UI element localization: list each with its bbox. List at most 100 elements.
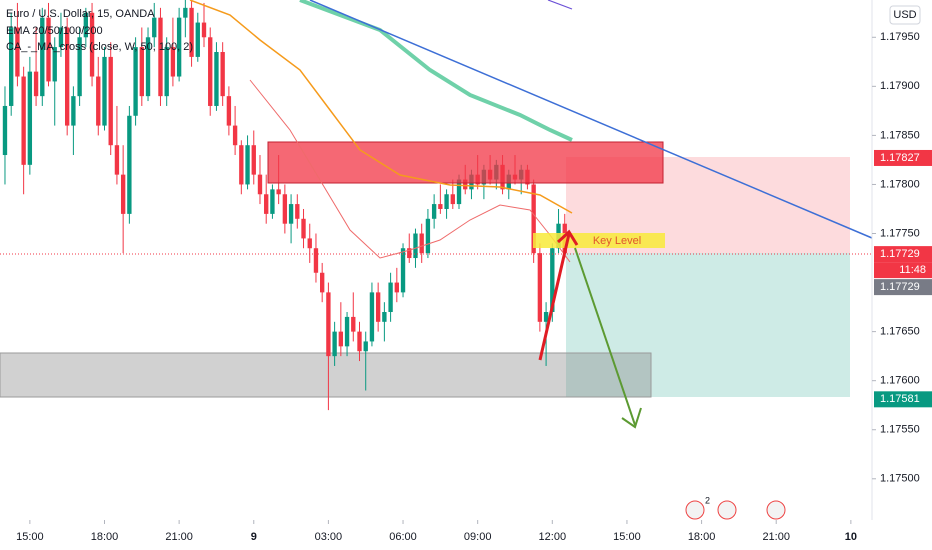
candle-body (338, 331, 344, 347)
candle-body (351, 316, 356, 332)
candle-body (232, 125, 238, 146)
candle-body (382, 312, 387, 322)
price-badge-label: 1.17827 (880, 152, 920, 164)
currency-button[interactable] (889, 5, 921, 25)
candle-body (71, 96, 76, 126)
y-tick-label: 1.17650 (880, 326, 920, 338)
candle-body (400, 248, 406, 293)
event-badge: 2 (705, 495, 710, 505)
annotation: Key Level (593, 235, 641, 247)
candle-body (96, 76, 101, 126)
indicator: CA_-_MA_cross (close, W, 50, 100, 2) (6, 41, 193, 53)
candle-body (543, 312, 549, 322)
candle-body (220, 52, 225, 97)
candle-body (276, 189, 281, 195)
candle-body (58, 27, 64, 48)
candle-body (394, 282, 399, 293)
candle-body (152, 17, 157, 38)
indicator: EMA 20/50/100/200 (6, 25, 103, 37)
candle-body (2, 105, 8, 156)
candle-body (270, 189, 275, 214)
candle-body (133, 47, 138, 116)
candle-body (357, 331, 362, 352)
candle-body (120, 174, 126, 214)
candle-body (450, 194, 455, 205)
candle-body (164, 47, 169, 97)
candle-body (77, 37, 82, 97)
candle-body (431, 204, 437, 219)
arrow-down (574, 247, 642, 429)
candle-body (264, 194, 269, 214)
countdown-badge (874, 262, 932, 279)
candle-body (407, 248, 412, 259)
price-badge (874, 246, 932, 263)
candle-body (239, 145, 244, 185)
x-tick-label: 10 (845, 531, 857, 543)
x-tick-label: 03:00 (315, 531, 343, 543)
symbol-title: Euro / U.S. Dollar, 15, OANDA (6, 8, 155, 20)
y-tick-label: 1.17800 (880, 178, 920, 190)
y-tick-label: 1.17900 (880, 80, 920, 92)
candle-body (295, 204, 300, 219)
candle-body (344, 316, 350, 347)
candle-body (158, 17, 163, 97)
x-tick-label: 18:00 (688, 531, 716, 543)
y-tick-label: 1.17750 (880, 227, 920, 239)
candle-body (363, 341, 368, 352)
price-badge-label: 1.17581 (880, 393, 920, 405)
candle-body (425, 218, 431, 254)
candle-body (251, 145, 256, 175)
currency[interactable]: USD (893, 9, 916, 21)
candle-body (282, 194, 288, 224)
candle-body (307, 238, 312, 249)
candle-body (456, 179, 462, 205)
price-badge-label: 1.17729 (880, 248, 920, 260)
candle-body (27, 71, 33, 165)
candle-body (139, 47, 144, 97)
candle-body (245, 145, 250, 185)
price-badge (874, 279, 932, 296)
candle-body (226, 96, 232, 126)
candle-body (214, 52, 219, 106)
ema-line (299, 0, 573, 142)
candle-body (201, 22, 207, 38)
candle-body (326, 292, 331, 357)
candle-body (83, 12, 89, 38)
candle-body (419, 233, 424, 254)
y-tick-label: 1.17550 (880, 424, 920, 436)
candle-body (537, 253, 543, 322)
candle-body (301, 218, 306, 239)
candle-body (413, 233, 418, 259)
candle-body (288, 204, 294, 224)
candle-body (550, 248, 555, 312)
x-tick-label: 12:00 (539, 531, 567, 543)
candle-body (195, 22, 200, 57)
candle-body (183, 7, 188, 18)
candle-body (369, 292, 375, 342)
candle-body (444, 194, 449, 209)
x-tick-label: 06:00 (389, 531, 417, 543)
resistance-zone (267, 141, 664, 184)
candle-body (320, 272, 325, 293)
price-badge (874, 149, 932, 166)
ema-line (249, 79, 571, 263)
candle-body (46, 17, 51, 82)
price-badge-label: 1.17729 (880, 281, 920, 293)
candle-body (189, 7, 194, 57)
candle-body (438, 204, 443, 209)
candle-body (114, 145, 120, 175)
event-icons (685, 500, 786, 520)
trend-line (309, 0, 873, 239)
candle-body (52, 47, 57, 82)
candle-body (127, 115, 132, 214)
time-axis (0, 520, 932, 550)
candle-body (176, 17, 182, 77)
candle-body (40, 17, 45, 97)
x-tick-label: 21:00 (762, 531, 790, 543)
x-tick-label: 9 (251, 531, 257, 543)
candle-body (21, 76, 26, 165)
candle-body (145, 37, 151, 97)
candle-body (102, 56, 107, 126)
countdown: 11:48 (899, 264, 926, 276)
